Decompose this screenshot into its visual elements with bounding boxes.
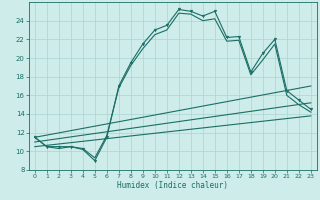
X-axis label: Humidex (Indice chaleur): Humidex (Indice chaleur) [117,181,228,190]
